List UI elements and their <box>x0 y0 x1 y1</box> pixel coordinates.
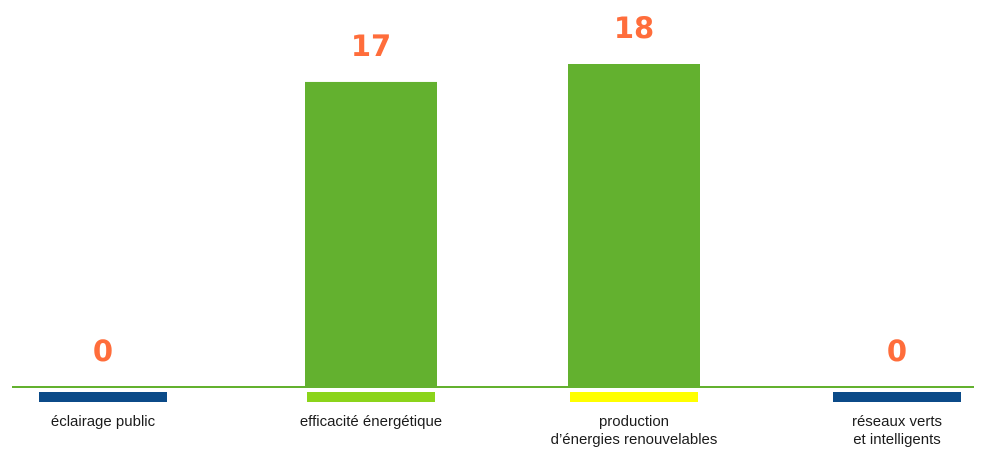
value-label-production-d-energies-renouvelables: 18 <box>614 11 654 45</box>
value-labels-group: 0 17 18 0 <box>93 11 907 368</box>
value-label-eclairage-public: 0 <box>93 334 113 368</box>
category-label-reseaux-verts-et-intelligents-line-2: et intelligents <box>853 431 941 448</box>
category-marker-efficacite-energetique <box>307 392 435 402</box>
value-label-efficacite-energetique: 17 <box>351 29 391 63</box>
category-labels-group: éclairage public efficacité énergétique pr… <box>51 413 942 448</box>
bar-production-d-energies-renouvelables <box>568 64 700 387</box>
value-label-reseaux-verts-et-intelligents: 0 <box>887 334 907 368</box>
category-marker-eclairage-public <box>39 392 167 402</box>
category-marker-reseaux-verts-et-intelligents <box>833 392 961 402</box>
category-label-production-d-energies-renouvelables-line-1: production <box>599 413 669 430</box>
category-markers-group <box>39 392 961 402</box>
category-label-eclairage-public: éclairage public <box>51 413 156 430</box>
category-label-production-d-energies-renouvelables-line-2: d’énergies renouvelables <box>551 431 718 448</box>
category-label-reseaux-verts-et-intelligents-line-1: réseaux verts <box>852 413 942 430</box>
category-marker-production-d-energies-renouvelables <box>570 392 698 402</box>
bars-group <box>305 64 700 387</box>
category-label-efficacite-energetique: efficacité énergétique <box>300 413 442 430</box>
bar-efficacite-energetique <box>305 81 437 387</box>
